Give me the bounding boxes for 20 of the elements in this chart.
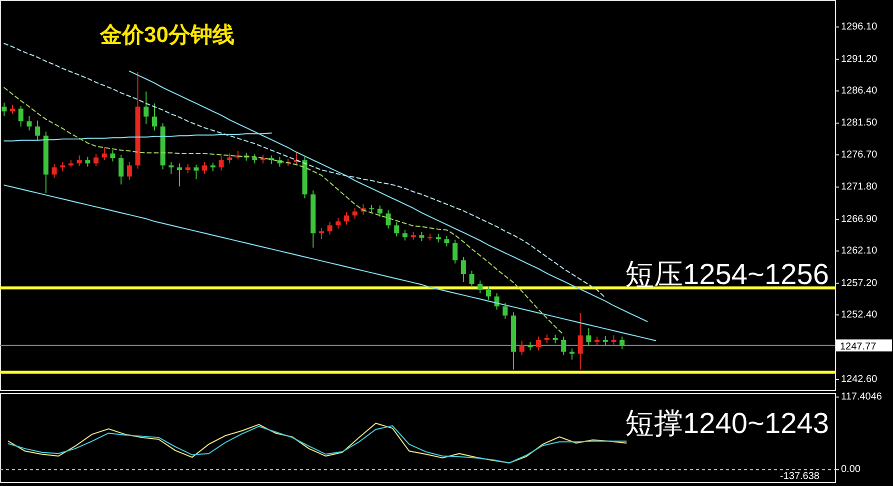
y-tick-label: 1281.50 bbox=[841, 118, 878, 129]
ref-line-label: 1247.77 bbox=[840, 341, 877, 352]
y-tick-label: 1257.20 bbox=[841, 278, 878, 289]
y-tick-label: 1262.10 bbox=[841, 245, 878, 256]
y-tick-label: 1271.80 bbox=[841, 182, 878, 193]
line-series bbox=[4, 87, 564, 336]
annotation: 短压1254~1256 bbox=[625, 259, 829, 291]
y-tick-label: 1266.90 bbox=[841, 214, 878, 225]
y-tick-label: 1296.10 bbox=[841, 22, 878, 33]
annotation: 短撑1240~1243 bbox=[625, 408, 829, 440]
y-tick-label: 1286.40 bbox=[841, 85, 878, 96]
y-tick-label: 0.00 bbox=[841, 464, 861, 476]
line-series bbox=[4, 184, 656, 342]
y-tick-label: 1252.40 bbox=[841, 309, 878, 320]
annotation: -137.638 bbox=[780, 471, 820, 482]
y-tick-label: 1291.20 bbox=[841, 54, 878, 65]
y-tick-label: 1242.60 bbox=[841, 374, 878, 385]
y-tick-label: 1276.70 bbox=[841, 149, 878, 160]
y-tick-label: 117.4046 bbox=[841, 392, 882, 403]
text: 金价30分钟线 bbox=[99, 22, 234, 47]
